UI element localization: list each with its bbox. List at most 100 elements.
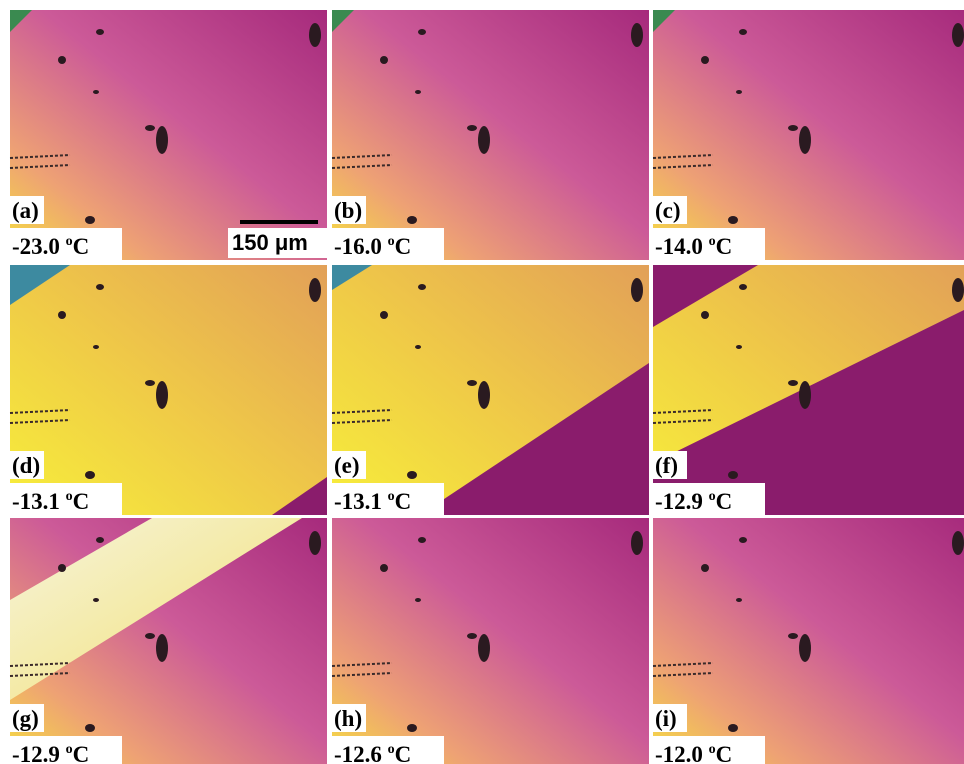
temperature-value: -16.0	[334, 234, 388, 259]
defect	[156, 126, 168, 154]
unit-symbol: C	[73, 234, 90, 259]
panel-label: (h)	[334, 706, 362, 731]
temperature-label: -16.0 oC	[334, 234, 411, 259]
micrograph-panel: (i) -12.0 oC	[653, 518, 964, 764]
panel-background	[10, 265, 327, 515]
temperature-value: -12.6	[334, 742, 388, 764]
temperature-label: -23.0 oC	[12, 234, 89, 259]
scale-bar	[240, 220, 318, 224]
defect	[145, 380, 155, 386]
defect	[309, 278, 321, 302]
defect	[407, 216, 417, 224]
defect	[799, 634, 811, 662]
defect	[701, 56, 709, 64]
defect	[728, 471, 738, 479]
defect	[799, 381, 811, 409]
temperature-label: -12.9 oC	[12, 742, 89, 764]
micrograph-panel: (f)-12.9 oC	[653, 265, 964, 515]
figure: (a)-23.0 oC(b)-16.0 oC(c)-14.0 oC(d)-13.…	[0, 0, 964, 764]
panel-label: (b)	[334, 198, 362, 223]
degree-mark: o	[66, 742, 73, 757]
unit-symbol: C	[395, 489, 412, 514]
defect	[788, 380, 798, 386]
defect	[739, 537, 747, 543]
degree-mark: o	[66, 234, 73, 249]
scale-bar-label: 150 μm	[232, 230, 308, 255]
defect	[96, 284, 104, 290]
defect	[418, 29, 426, 35]
panel-label: (d)	[12, 453, 40, 478]
degree-mark: o	[388, 489, 395, 504]
temperature-value: -23.0	[12, 234, 66, 259]
defect	[145, 633, 155, 639]
defect	[407, 724, 417, 732]
unit-symbol: C	[73, 489, 90, 514]
unit-symbol: C	[716, 742, 733, 764]
defect	[736, 598, 742, 602]
defect	[85, 724, 95, 732]
defect	[418, 284, 426, 290]
temperature-value: -14.0	[655, 234, 709, 259]
panel-label: (a)	[12, 198, 39, 223]
defect	[93, 598, 99, 602]
degree-mark: o	[709, 489, 716, 504]
defect	[156, 381, 168, 409]
defect	[952, 278, 964, 302]
panel-label: (i)	[655, 706, 677, 731]
temperature-label: -12.9 oC	[655, 489, 732, 514]
temperature-label: -13.1 oC	[12, 489, 89, 514]
defect	[145, 125, 155, 131]
defect	[85, 216, 95, 224]
micrograph-panel: (b) -16.0 oC	[332, 10, 649, 260]
degree-mark: o	[388, 234, 395, 249]
defect	[952, 531, 964, 555]
micrograph-panel: (c) -14.0 oC	[653, 10, 964, 260]
defect	[156, 634, 168, 662]
temperature-label: -12.6 oC	[334, 742, 411, 764]
unit-symbol: C	[716, 489, 733, 514]
defect	[739, 29, 747, 35]
panel-label: (e)	[334, 453, 360, 478]
degree-mark: o	[66, 489, 73, 504]
defect	[736, 345, 742, 349]
defect	[728, 216, 738, 224]
defect	[631, 23, 643, 47]
temperature-value: -12.9	[12, 742, 66, 764]
defect	[380, 56, 388, 64]
defect	[478, 126, 490, 154]
defect	[701, 311, 709, 319]
defect	[58, 564, 66, 572]
defect	[788, 125, 798, 131]
defect	[415, 345, 421, 349]
defect	[93, 90, 99, 94]
temperature-label: -14.0 oC	[655, 234, 732, 259]
unit-symbol: C	[395, 742, 412, 764]
temperature-label: -12.0 oC	[655, 742, 732, 764]
degree-mark: o	[388, 742, 395, 757]
defect	[467, 633, 477, 639]
degree-mark: o	[709, 742, 716, 757]
defect	[415, 598, 421, 602]
panel-label: (c)	[655, 198, 681, 223]
defect	[58, 311, 66, 319]
defect	[788, 633, 798, 639]
defect	[380, 311, 388, 319]
defect	[952, 23, 964, 47]
temperature-value: -13.1	[334, 489, 388, 514]
defect	[739, 284, 747, 290]
defect	[380, 564, 388, 572]
defect	[85, 471, 95, 479]
defect	[93, 345, 99, 349]
defect	[736, 90, 742, 94]
temperature-value: -13.1	[12, 489, 66, 514]
defect	[701, 564, 709, 572]
defect	[478, 381, 490, 409]
panel-background	[332, 518, 649, 764]
defect	[467, 380, 477, 386]
defect	[478, 634, 490, 662]
defect	[415, 90, 421, 94]
panel-background	[332, 10, 649, 260]
panel-label: (g)	[12, 706, 39, 731]
micrograph-panel: (h) -12.6 oC	[332, 518, 649, 764]
unit-symbol: C	[395, 234, 412, 259]
